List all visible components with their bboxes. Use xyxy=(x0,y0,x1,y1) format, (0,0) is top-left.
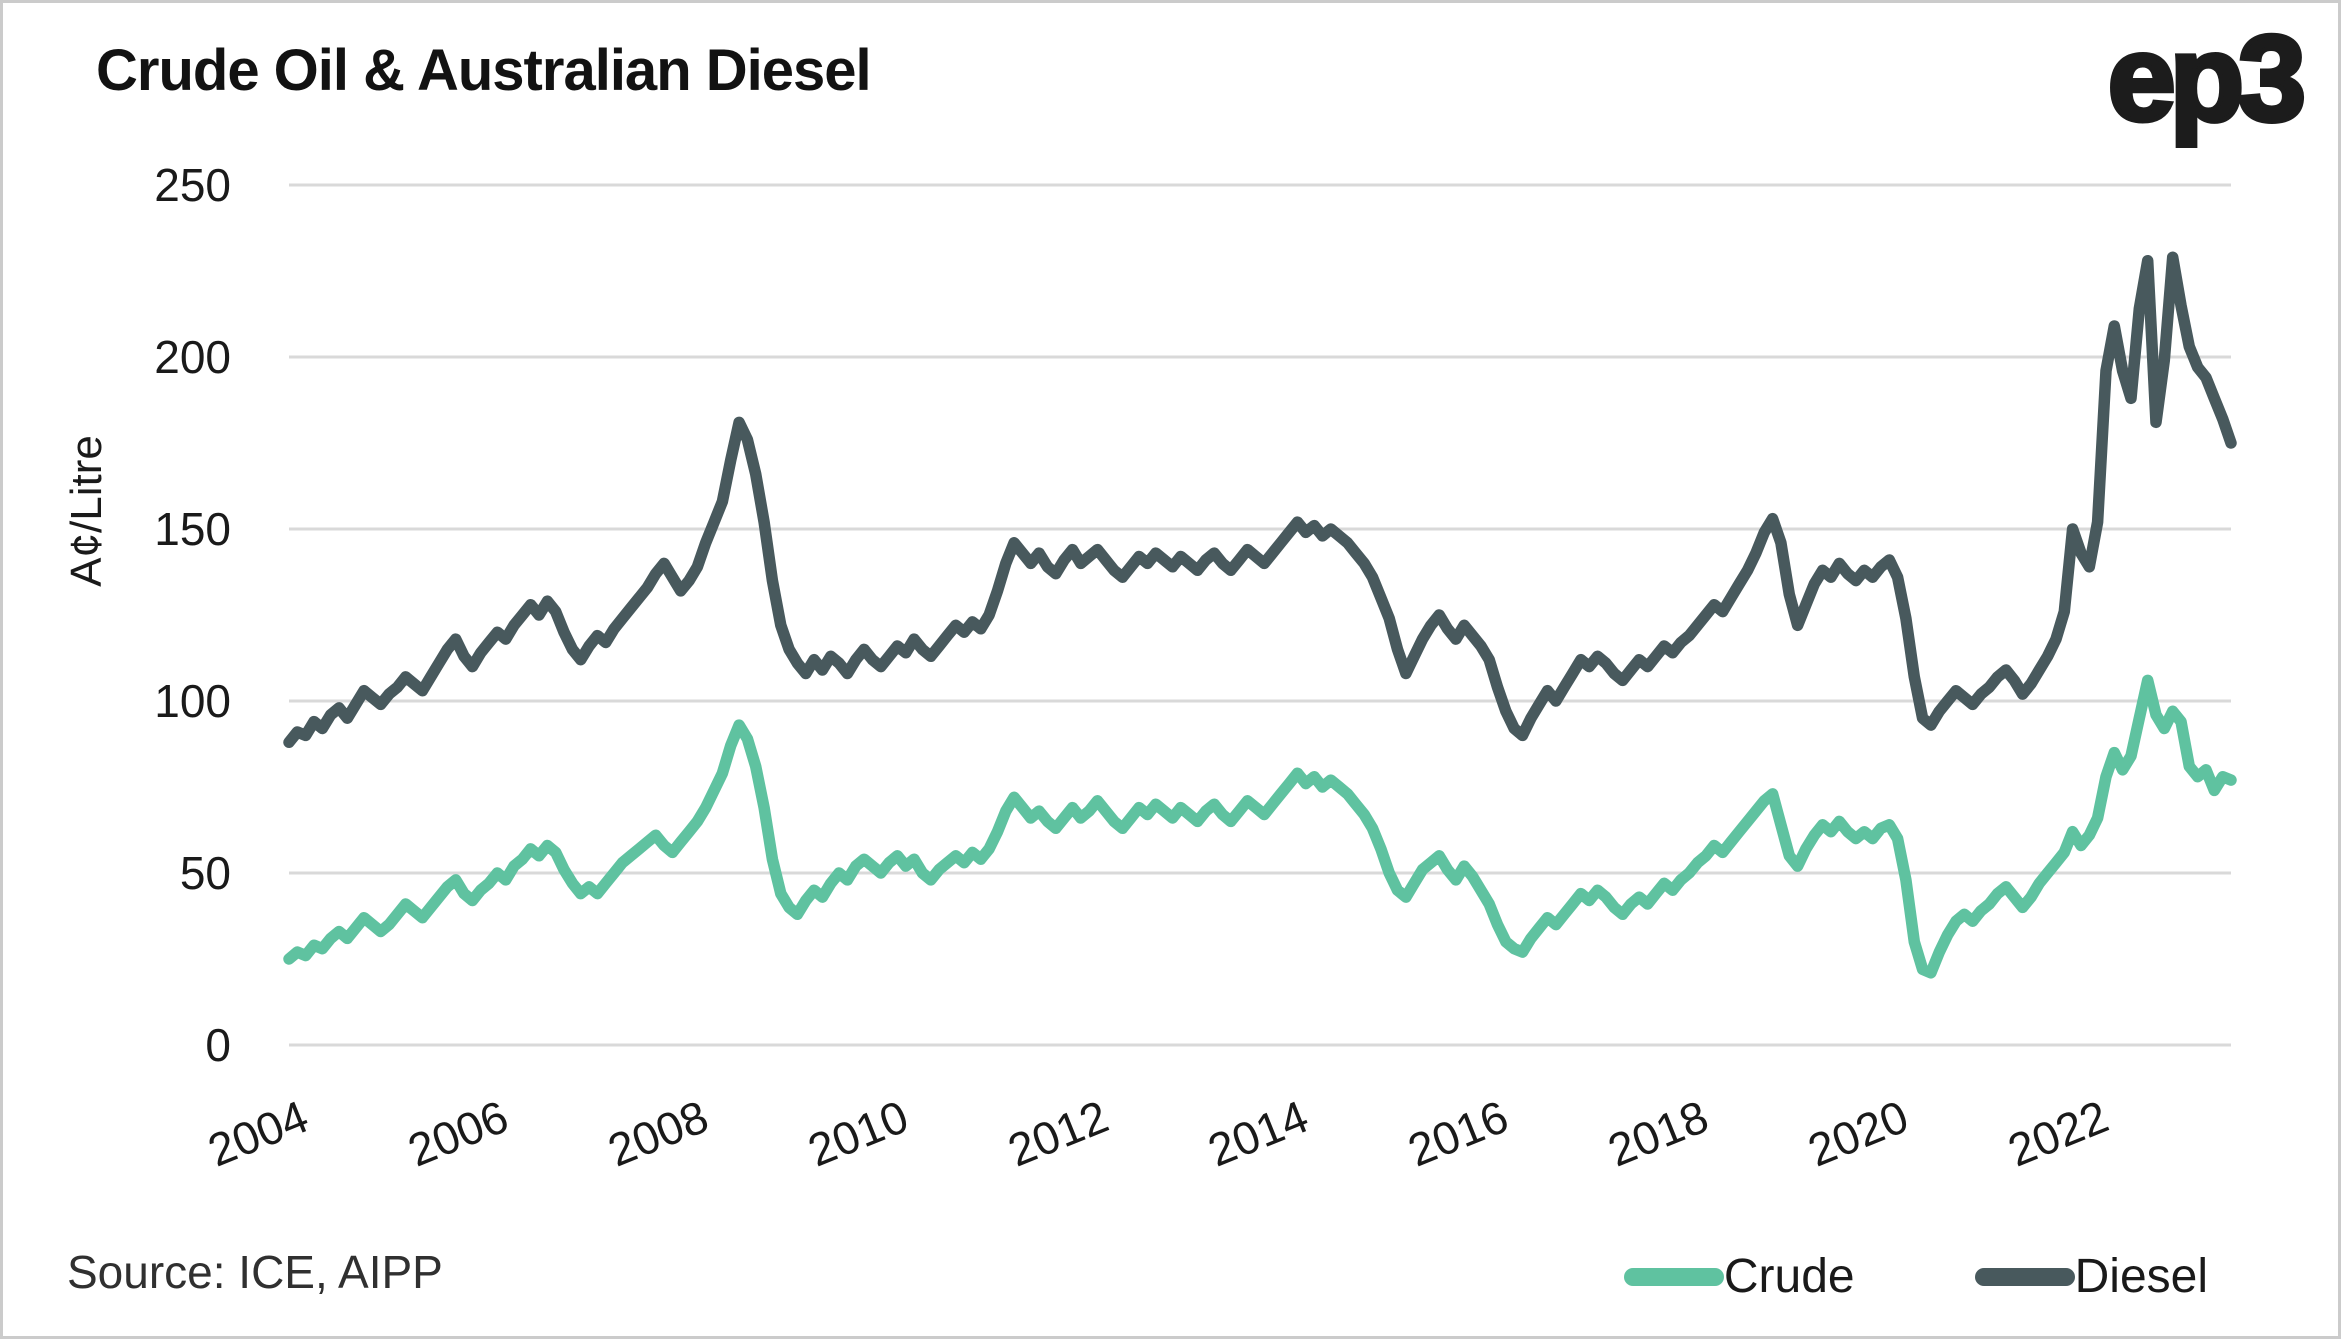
ep3-logo: ep3 xyxy=(2105,10,2308,146)
source-note: Source: ICE, AIPP xyxy=(67,1246,443,1298)
legend-item-diesel: Diesel xyxy=(1974,1249,2208,1304)
legend-label-crude: Crude xyxy=(1723,1250,1855,1303)
y-tick-label-50: 50 xyxy=(179,847,231,899)
diesel-line xyxy=(283,251,2237,749)
page-title: Crude Oil & Australian Diesel xyxy=(96,38,872,103)
y-tick-label-150: 150 xyxy=(154,503,231,555)
legend-label-diesel: Diesel xyxy=(2074,1250,2208,1303)
legend-item-crude: Crude xyxy=(1623,1249,1855,1304)
crude-line-swatch-icon xyxy=(1623,1267,1724,1286)
legend: Crude Diesel xyxy=(1504,1249,2208,1304)
line-chart-canvas xyxy=(283,183,2237,1047)
y-tick-label-0: 0 xyxy=(205,1019,231,1071)
crude-line xyxy=(283,674,2237,979)
diesel-line-swatch-icon xyxy=(1974,1267,2075,1286)
y-tick-label-250: 250 xyxy=(154,159,231,211)
y-tick-label-200: 200 xyxy=(154,331,231,383)
y-tick-label-100: 100 xyxy=(154,675,231,727)
